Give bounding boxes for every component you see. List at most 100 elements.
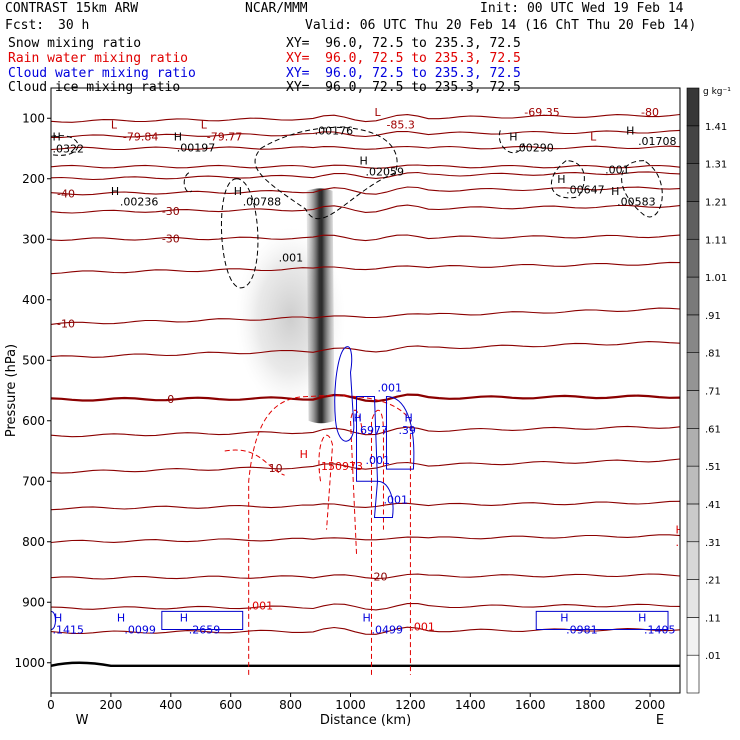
x-tick-label: 1800 bbox=[575, 698, 606, 712]
contour-annotation: H bbox=[54, 611, 62, 624]
contour-annotation: H bbox=[174, 130, 182, 143]
contour-annotation: H bbox=[111, 185, 119, 198]
contour-annotation: .001 bbox=[279, 251, 304, 264]
contour-annotation: H bbox=[354, 412, 362, 425]
contour-annotation: -69.35 bbox=[524, 106, 559, 119]
colorbar-label: .21 bbox=[705, 576, 721, 587]
rain-contour bbox=[350, 409, 364, 554]
colorbar-label: .81 bbox=[705, 349, 721, 360]
contour-annotation: .00290 bbox=[515, 141, 554, 154]
isotherm-line bbox=[51, 307, 680, 325]
isotherm-line bbox=[51, 234, 680, 242]
isotherm-line bbox=[51, 393, 680, 403]
contour-annotation: -79.84 bbox=[123, 130, 158, 143]
cloud-ice-contour bbox=[550, 160, 585, 199]
isotherm-line bbox=[51, 573, 680, 580]
colorbar-unit: g kg⁻¹ bbox=[703, 87, 731, 97]
colorbar-label: .01 bbox=[705, 651, 721, 662]
isotherm-line bbox=[51, 603, 680, 611]
contour-annotation: L bbox=[201, 118, 208, 131]
contour-annotation: H bbox=[638, 611, 646, 624]
contour-annotation: .1415 bbox=[52, 623, 84, 636]
isotherm-label: -30 bbox=[162, 205, 180, 218]
colorbar-label: .61 bbox=[705, 424, 721, 435]
cloud-ice-contour bbox=[183, 172, 193, 193]
contour-annotation: .001 bbox=[366, 454, 391, 467]
isotherm-line bbox=[51, 164, 680, 169]
contour-annotation: .01708 bbox=[638, 135, 677, 148]
isotherm-line bbox=[51, 534, 680, 544]
colorbar-swatch bbox=[686, 201, 700, 240]
cloud-ice-contour bbox=[51, 135, 79, 156]
colorbar-swatch bbox=[686, 617, 700, 656]
isotherm-label: -10 bbox=[57, 318, 75, 331]
cloud-ice-contour bbox=[254, 126, 398, 220]
x-tick-label: 2000 bbox=[635, 698, 666, 712]
x-tick-label: 1400 bbox=[455, 698, 486, 712]
isotherm-line bbox=[51, 145, 680, 151]
field-xy-rain: XY= 96.0, 72.5 to 235.3, 72.5 bbox=[286, 51, 521, 66]
x-axis-label: Distance (km) bbox=[320, 713, 411, 728]
isotherm-line bbox=[51, 204, 680, 214]
contour-annotation: .001 bbox=[249, 599, 274, 612]
x-tick-label: 1000 bbox=[335, 698, 366, 712]
contour-annotation: -85.3 bbox=[386, 118, 414, 131]
isotherm-line bbox=[51, 500, 680, 511]
contour-annotation: H bbox=[300, 448, 308, 461]
field-name-snow: Snow mixing ratio bbox=[8, 36, 142, 51]
cloud-water-contour bbox=[51, 610, 56, 630]
colorbar-label: 1.41 bbox=[705, 122, 727, 133]
contour-annotation: H bbox=[234, 185, 242, 198]
contour-annotation: .1405 bbox=[644, 623, 676, 636]
colorbar-swatch bbox=[686, 87, 700, 127]
contour-annotation: -80 bbox=[641, 106, 659, 119]
y-tick-label: 900 bbox=[22, 595, 45, 609]
isotherm-line bbox=[51, 261, 680, 275]
colorbar-label: 1.21 bbox=[705, 197, 727, 208]
colorbar-swatch bbox=[686, 125, 700, 164]
isotherm-line bbox=[51, 626, 680, 635]
rain-contour bbox=[248, 395, 411, 675]
contour-annotation: .150973 bbox=[318, 460, 364, 473]
cloud-water-contour bbox=[385, 396, 415, 470]
colorbar-swatch bbox=[686, 541, 700, 580]
contour-annotation: .001 bbox=[410, 620, 435, 633]
contour-annotation: .39 bbox=[398, 424, 416, 437]
colorbar-swatch bbox=[686, 314, 700, 353]
colorbar-swatch bbox=[686, 503, 700, 543]
contour-annotation: .0 bbox=[676, 536, 687, 549]
contour-annotation: H bbox=[509, 130, 517, 143]
contour-annotation: H bbox=[560, 611, 568, 624]
colorbar-label: 1.31 bbox=[705, 160, 727, 171]
x-tick-label: 800 bbox=[279, 698, 302, 712]
isotherm-label: 0 bbox=[167, 393, 174, 406]
fcst-label: Fcst: bbox=[5, 18, 45, 33]
contour-annotation: .00788 bbox=[243, 196, 282, 209]
contour-annotation: .02059 bbox=[366, 165, 405, 178]
colorbar-label: 1.01 bbox=[705, 273, 727, 284]
contour-annotation: -79.77 bbox=[207, 130, 242, 143]
contour-annotation: H bbox=[626, 124, 634, 137]
cloud-ice-contour bbox=[220, 178, 259, 289]
colorbar-swatch bbox=[686, 428, 700, 467]
fcst-value: 30 h bbox=[58, 18, 90, 33]
contour-annotation: H bbox=[676, 524, 684, 537]
center-label: NCAR/MMM bbox=[245, 1, 308, 16]
colorbar-swatch bbox=[686, 163, 700, 202]
isotherm-label: 10 bbox=[269, 462, 283, 475]
rain-contour bbox=[224, 449, 285, 476]
x-tick-label: 0 bbox=[47, 698, 55, 712]
colorbar-swatch bbox=[686, 465, 700, 505]
contour-annotation: .0099 bbox=[124, 623, 156, 636]
contour-annotation: .2659 bbox=[189, 623, 221, 636]
colorbar-swatch bbox=[686, 238, 700, 278]
cloud-ice-contour bbox=[498, 130, 525, 154]
contour-annotation: L bbox=[590, 130, 597, 143]
y-tick-label: 300 bbox=[22, 232, 45, 246]
isotherm-line bbox=[51, 171, 680, 181]
snow-core bbox=[306, 188, 335, 424]
cloud-water-contour bbox=[373, 480, 394, 519]
y-tick-label: 700 bbox=[22, 474, 45, 488]
rain-contour bbox=[370, 409, 384, 675]
